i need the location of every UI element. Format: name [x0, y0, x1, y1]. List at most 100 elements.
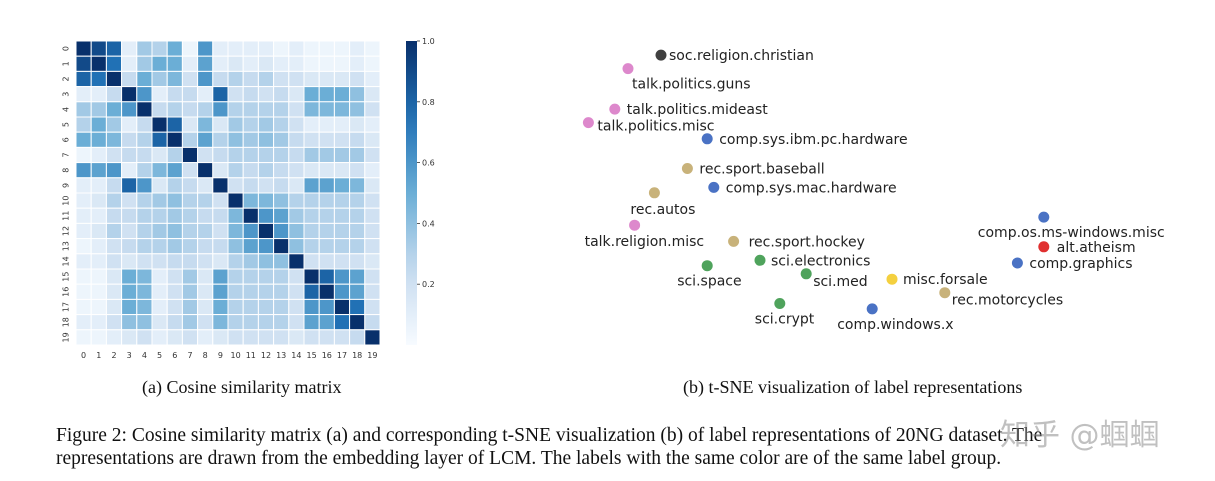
- heatmap-y-tick-label: 19: [62, 332, 71, 342]
- heatmap-cell: [90, 131, 107, 148]
- heatmap-cell: [75, 40, 92, 57]
- heatmap-cell: [257, 253, 275, 270]
- heatmap-cell: [303, 162, 320, 179]
- heatmap-cell: [227, 222, 244, 240]
- heatmap-cell: [136, 146, 153, 164]
- heatmap-cell: [364, 70, 381, 88]
- heatmap-cell: [364, 192, 381, 209]
- heatmap-cell: [105, 283, 123, 300]
- tsne-point-label: rec.sport.baseball: [699, 162, 824, 178]
- heatmap-cell: [364, 40, 381, 57]
- heatmap-cell: [166, 70, 183, 88]
- heatmap-cell: [90, 162, 107, 179]
- heatmap-cell: [212, 162, 229, 179]
- heatmap-cell: [242, 146, 259, 164]
- heatmap-cell: [136, 70, 153, 88]
- heatmap-x-tick-label: 17: [337, 351, 347, 360]
- heatmap-cell: [349, 314, 366, 331]
- heatmap-cell: [90, 238, 107, 255]
- heatmap-cell: [136, 177, 153, 194]
- heatmap-cell: [257, 207, 275, 224]
- heatmap-cell: [212, 253, 229, 270]
- heatmap-cell: [212, 86, 229, 103]
- heatmap-cell: [303, 268, 320, 285]
- tsne-point-label: comp.graphics: [1029, 256, 1132, 272]
- heatmap-cell: [227, 40, 244, 57]
- heatmap-cell: [105, 253, 123, 270]
- heatmap-cell: [212, 314, 229, 331]
- heatmap-cell: [364, 101, 381, 118]
- heatmap-x-tick-label: 4: [142, 351, 147, 360]
- heatmap-cell: [303, 70, 320, 88]
- heatmap-cell: [151, 40, 168, 57]
- heatmap-cell: [257, 283, 275, 300]
- heatmap-cell: [197, 238, 214, 255]
- heatmap-cell: [318, 329, 335, 346]
- heatmap-cell: [197, 253, 214, 270]
- tsne-point-label: sci.crypt: [755, 312, 815, 328]
- heatmap-cell: [349, 131, 366, 148]
- heatmap-cell: [349, 238, 366, 255]
- heatmap-cell: [181, 329, 199, 346]
- heatmap-cell: [181, 222, 199, 240]
- heatmap-cell: [105, 207, 123, 224]
- heatmap-cell: [90, 268, 107, 285]
- heatmap-cell: [333, 192, 351, 209]
- heatmap-cell: [227, 86, 244, 103]
- heatmap-cell: [242, 238, 259, 255]
- heatmap-cell: [288, 268, 305, 285]
- tsne-svg: soc.religion.christian talk.politics.guns…: [582, 48, 1165, 333]
- heatmap-cell: [288, 253, 305, 270]
- tsne-point-label: comp.sys.mac.hardware: [726, 180, 897, 196]
- heatmap-cell: [227, 177, 244, 194]
- heatmap-x-tick-label: 8: [203, 351, 208, 360]
- heatmap-cell: [273, 298, 290, 316]
- heatmap-cell: [121, 207, 138, 224]
- heatmap-cell: [318, 207, 335, 224]
- heatmap-x-tick-label: 2: [111, 351, 116, 360]
- tsne-point-label: talk.politics.guns: [632, 77, 751, 93]
- heatmap-cell: [288, 70, 305, 88]
- heatmap-cell: [197, 146, 214, 164]
- heatmap-cell: [257, 192, 275, 209]
- heatmap-cell: [227, 314, 244, 331]
- heatmap-cell: [75, 162, 92, 179]
- heatmap-cell: [90, 298, 107, 316]
- heatmap-cell: [166, 207, 183, 224]
- heatmap-cell: [242, 207, 259, 224]
- heatmap-cell: [212, 70, 229, 88]
- heatmap-cell: [303, 177, 320, 194]
- figure-caption-line-1: Figure 2: Cosine similarity matrix (a) a…: [56, 425, 1043, 446]
- heatmap-cell: [90, 177, 107, 194]
- heatmap-y-tick-label: 17: [62, 302, 71, 312]
- heatmap-cell: [166, 192, 183, 209]
- heatmap-cell: [197, 329, 214, 346]
- heatmap-cell: [166, 146, 183, 164]
- heatmap-cell: [75, 177, 92, 194]
- tsne-point-label: talk.politics.mideast: [627, 102, 768, 118]
- heatmap-cell: [273, 268, 290, 285]
- heatmap-cell: [136, 40, 153, 57]
- heatmap-cell: [257, 116, 275, 133]
- heatmap-cell: [333, 329, 351, 346]
- heatmap-cell: [212, 55, 229, 72]
- figure-caption-line-2: representations are drawn from the embed…: [56, 448, 1002, 469]
- heatmap-cell: [105, 314, 123, 331]
- heatmap-cell: [333, 70, 351, 88]
- heatmap-cell: [90, 329, 107, 346]
- heatmap-cell: [212, 283, 229, 300]
- heatmap-cell: [105, 146, 123, 164]
- heatmap-cell: [75, 192, 92, 209]
- heatmap-cell: [75, 238, 92, 255]
- heatmap-cell: [318, 192, 335, 209]
- heatmap-cell: [197, 207, 214, 224]
- heatmap-cell: [166, 268, 183, 285]
- heatmap-cell: [121, 86, 138, 103]
- tsne-point-label: comp.os.ms-windows.misc: [978, 225, 1165, 241]
- heatmap-cell: [121, 131, 138, 148]
- heatmap-cell: [273, 192, 290, 209]
- heatmap-cell: [273, 283, 290, 300]
- heatmap-cell: [242, 268, 259, 285]
- heatmap-y-tick-label: 7: [62, 152, 71, 157]
